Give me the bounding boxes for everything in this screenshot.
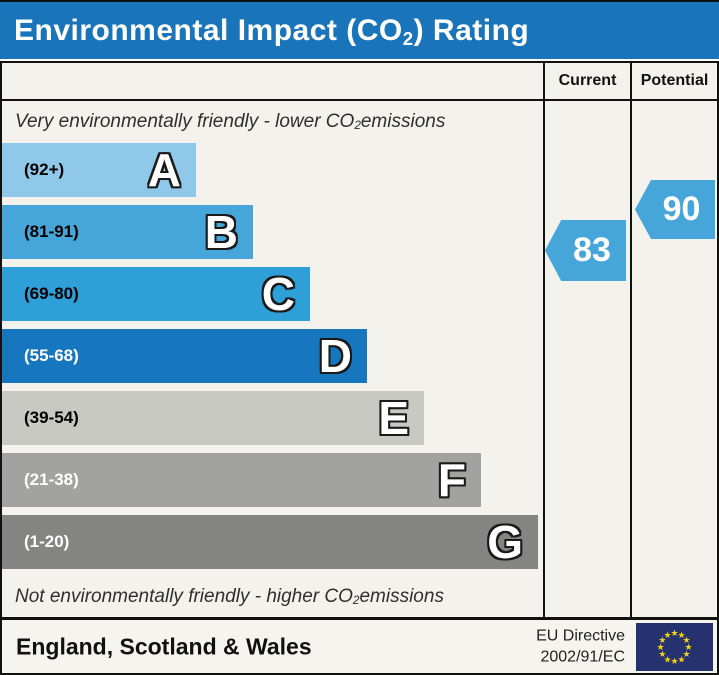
band-range-b: (81-91) — [24, 222, 79, 241]
band-letter-g: G — [487, 516, 523, 568]
svg-text:★: ★ — [670, 657, 678, 667]
band-range-c: (69-80) — [24, 284, 79, 303]
band-range-a: (92+) — [24, 160, 65, 179]
band-letter-c: C — [261, 268, 295, 320]
band-letter-e: E — [378, 392, 409, 444]
rating-bands: (92+) A (81-91) B (69-80) C (55-68) D (3… — [2, 143, 543, 569]
svg-text:★: ★ — [670, 629, 678, 639]
current-rating-value: 83 — [573, 231, 611, 269]
svg-text:★: ★ — [658, 636, 666, 646]
svg-text:★: ★ — [658, 650, 666, 660]
bottom-note: Not environmentally friendly - higher CO… — [15, 586, 444, 607]
current-column: Current 83 — [543, 63, 630, 617]
eu-directive-label: EU Directive 2002/91/EC — [536, 626, 625, 666]
band-row-f: (21-38) F — [2, 453, 481, 507]
band-range-d: (55-68) — [24, 346, 79, 365]
svg-text:★: ★ — [656, 643, 664, 653]
svg-text:★: ★ — [677, 631, 685, 641]
top-note: Very environmentally friendly - lower CO… — [15, 111, 446, 132]
svg-text:★: ★ — [677, 655, 685, 665]
rating-scale-column: Very environmentally friendly - lower CO… — [2, 63, 543, 617]
band-range-e: (39-54) — [24, 408, 79, 427]
current-column-header: Current — [545, 63, 630, 101]
page-title: Environmental Impact (CO2) Rating — [14, 13, 530, 49]
band-range-g: (1-20) — [24, 532, 70, 551]
band-row-d: (55-68) D — [2, 329, 367, 383]
band-row-g: (1-20) G — [2, 515, 538, 569]
footer: England, Scotland & Wales EU Directive 2… — [0, 620, 719, 675]
band-letter-a: A — [147, 144, 181, 196]
svg-text:★: ★ — [663, 655, 671, 665]
svg-text:★: ★ — [683, 650, 691, 660]
band-letter-d: D — [318, 330, 352, 382]
potential-rating-value: 90 — [662, 190, 701, 228]
band-row-a: (92+) A — [2, 143, 196, 197]
title-subscript: 2 — [402, 27, 414, 49]
region-label: England, Scotland & Wales — [16, 633, 312, 659]
band-letter-f: F — [437, 454, 466, 506]
svg-text:★: ★ — [684, 643, 692, 653]
main-column-header — [2, 63, 543, 101]
title-bar: Environmental Impact (CO2) Rating — [0, 0, 719, 59]
potential-column-header: Potential — [632, 63, 717, 101]
band-letter-b: B — [204, 206, 238, 258]
rating-table: Very environmentally friendly - lower CO… — [0, 61, 719, 620]
potential-rating-arrow: 90 — [635, 180, 715, 239]
potential-column: Potential 90 — [630, 63, 717, 617]
band-row-e: (39-54) E — [2, 391, 424, 445]
svg-text:★: ★ — [663, 631, 671, 641]
current-rating-arrow: 83 — [545, 220, 626, 281]
svg-text:★: ★ — [683, 636, 691, 646]
band-range-f: (21-38) — [24, 470, 79, 489]
eu-flag-icon: ★ ★ ★ ★ ★ ★ ★ ★ ★ ★ ★ ★ — [636, 623, 713, 671]
band-row-c: (69-80) C — [2, 267, 310, 321]
band-row-b: (81-91) B — [2, 205, 253, 259]
